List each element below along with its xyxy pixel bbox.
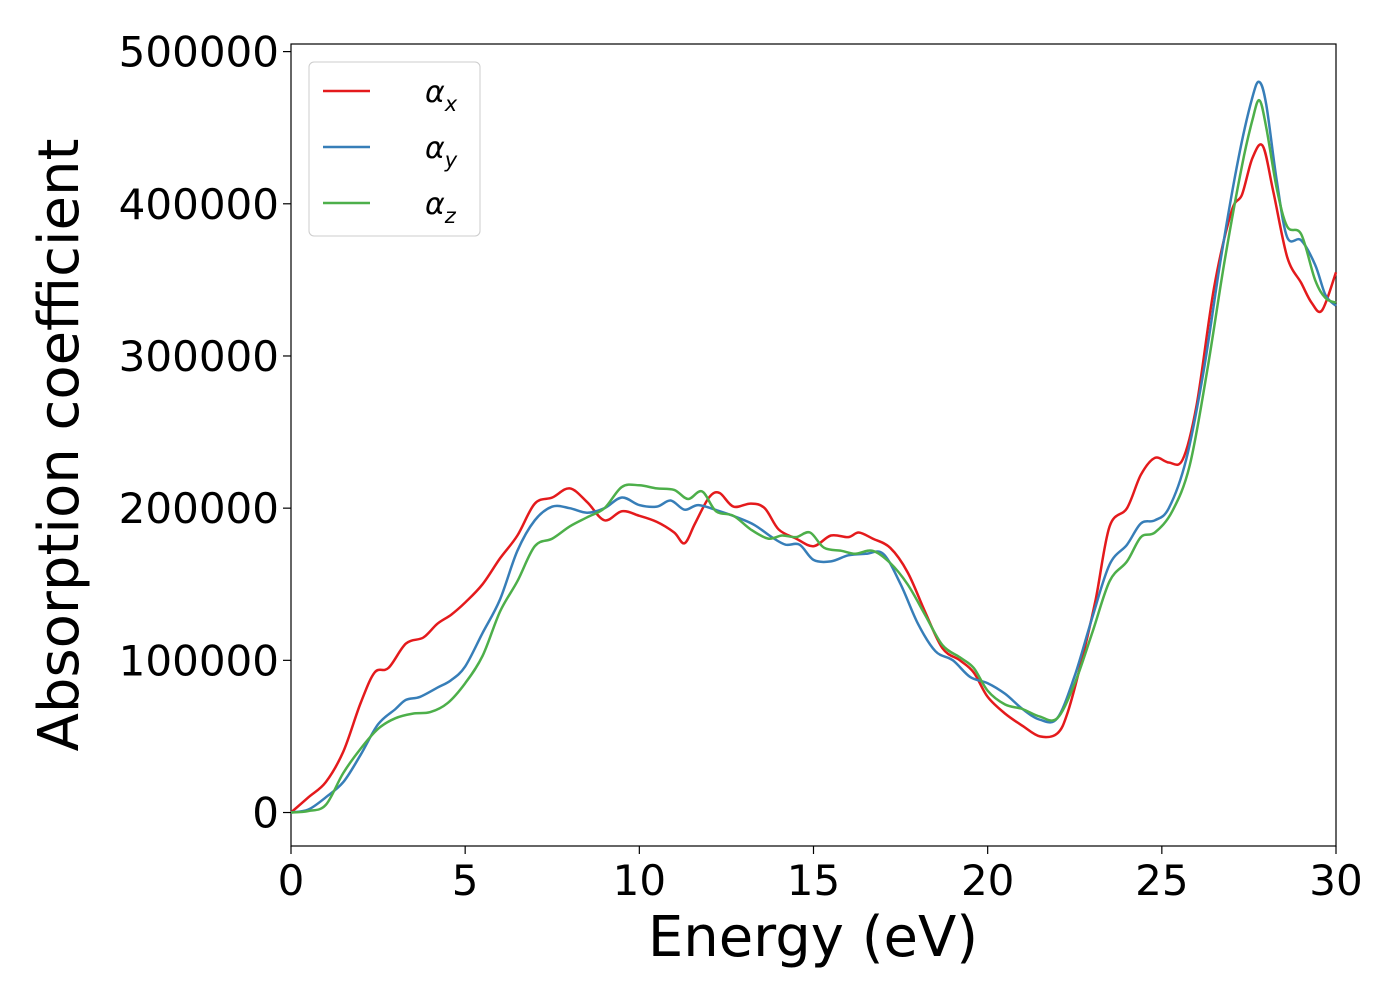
legend-box — [308, 61, 481, 237]
y-tick-label: 0 — [252, 789, 279, 838]
x-tick-label: 0 — [278, 856, 305, 905]
series-line-z — [290, 99, 1337, 814]
y-tick-label: 300000 — [119, 332, 279, 381]
y-axis-ticks: 0 100000 200000 300000 400000 500000 — [119, 28, 291, 838]
x-axis-title: Energy (eV) — [648, 905, 978, 970]
x-tick-label: 25 — [1135, 856, 1188, 905]
y-tick-label: 400000 — [119, 180, 279, 229]
y-axis-title: Absorption coefficient — [27, 139, 92, 752]
x-tick-label: 5 — [452, 856, 479, 905]
series-layer — [290, 80, 1338, 814]
x-tick-label: 10 — [613, 856, 666, 905]
series-line-y — [290, 80, 1337, 814]
y-tick-label: 500000 — [119, 28, 279, 77]
x-axis-ticks: 0 5 10 15 20 25 30 — [278, 846, 1363, 905]
y-tick-label: 200000 — [119, 484, 279, 533]
x-tick-label: 20 — [961, 856, 1014, 905]
x-tick-label: 15 — [787, 856, 840, 905]
x-tick-label: 30 — [1309, 856, 1362, 905]
y-tick-label: 100000 — [119, 636, 279, 685]
